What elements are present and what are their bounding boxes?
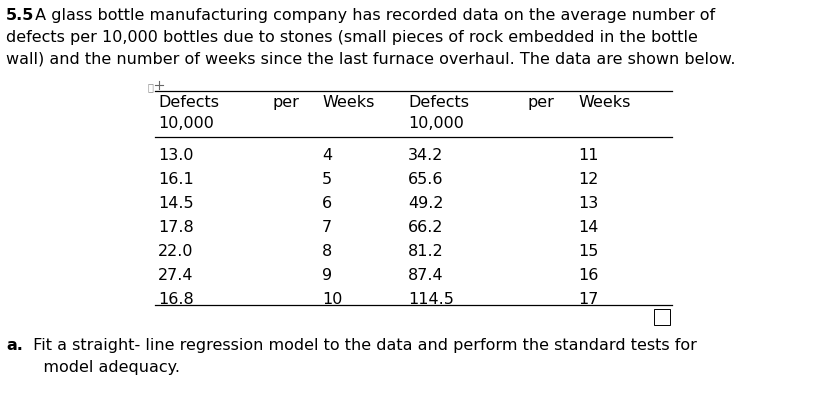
Text: Defects: Defects (158, 95, 219, 110)
Text: 16.8: 16.8 (158, 291, 194, 306)
Text: 5: 5 (322, 172, 332, 187)
Text: per: per (527, 95, 554, 110)
Text: 66.2: 66.2 (408, 220, 444, 234)
Text: 7: 7 (322, 220, 332, 234)
Text: Fit a straight- line regression model to the data and perform the standard tests: Fit a straight- line regression model to… (28, 337, 697, 352)
Text: ⬜: ⬜ (148, 82, 154, 92)
Text: 13: 13 (578, 196, 598, 211)
Text: 9: 9 (322, 267, 332, 282)
Text: a.: a. (6, 337, 23, 352)
Text: 22.0: 22.0 (158, 243, 193, 258)
Text: wall) and the number of weeks since the last furnace overhaul. The data are show: wall) and the number of weeks since the … (6, 52, 736, 67)
Text: 10,000: 10,000 (408, 116, 464, 131)
Text: A glass bottle manufacturing company has recorded data on the average number of: A glass bottle manufacturing company has… (30, 8, 715, 23)
Text: 16.1: 16.1 (158, 172, 194, 187)
Text: 17.8: 17.8 (158, 220, 194, 234)
Text: 17: 17 (578, 291, 598, 306)
Text: 13.0: 13.0 (158, 148, 193, 163)
Text: 114.5: 114.5 (408, 291, 454, 306)
Text: model adequacy.: model adequacy. (28, 359, 180, 374)
Text: Weeks: Weeks (322, 95, 374, 110)
Text: per: per (273, 95, 300, 110)
Text: Weeks: Weeks (578, 95, 630, 110)
Text: 87.4: 87.4 (408, 267, 444, 282)
Text: 6: 6 (322, 196, 332, 211)
Text: 5.5: 5.5 (6, 8, 35, 23)
Text: 15: 15 (578, 243, 598, 258)
Text: 34.2: 34.2 (408, 148, 443, 163)
Text: 11: 11 (578, 148, 598, 163)
Text: defects per 10,000 bottles due to stones (small pieces of rock embedded in the b: defects per 10,000 bottles due to stones… (6, 30, 698, 45)
Text: 14.5: 14.5 (158, 196, 194, 211)
Text: 65.6: 65.6 (408, 172, 444, 187)
Text: 81.2: 81.2 (408, 243, 444, 258)
Text: Defects: Defects (408, 95, 469, 110)
Text: 10,000: 10,000 (158, 116, 214, 131)
Text: 4: 4 (322, 148, 332, 163)
Text: 14: 14 (578, 220, 598, 234)
Text: 16: 16 (578, 267, 598, 282)
Text: 12: 12 (578, 172, 598, 187)
Text: 8: 8 (322, 243, 332, 258)
Text: 49.2: 49.2 (408, 196, 444, 211)
Text: 27.4: 27.4 (158, 267, 193, 282)
Text: 10: 10 (322, 291, 343, 306)
